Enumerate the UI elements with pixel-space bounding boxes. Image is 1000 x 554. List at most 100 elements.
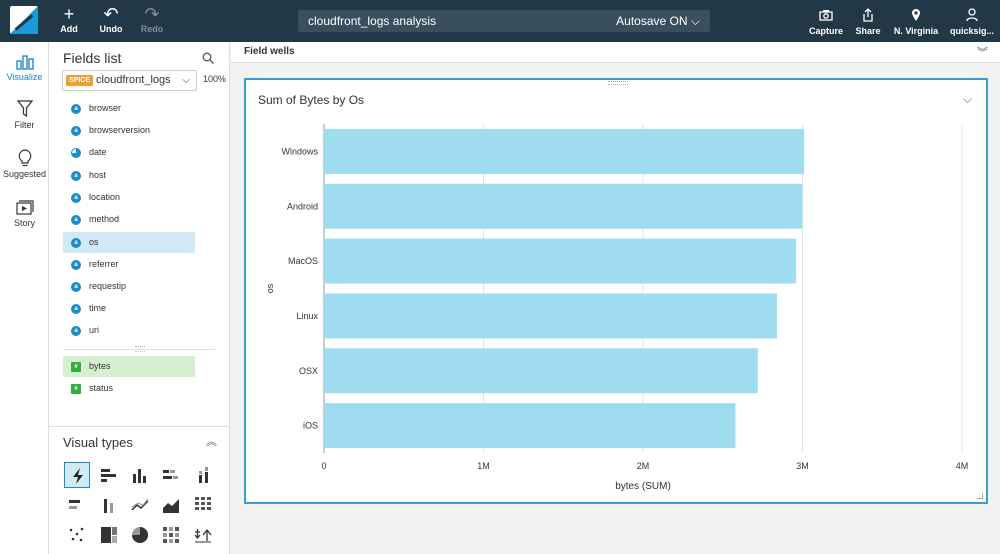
field-item-time[interactable]: a time [63,298,195,319]
string-type-icon: a [71,215,81,225]
field-item-os[interactable]: a os [63,232,195,253]
string-type-icon: a [71,260,81,270]
y-category-label: Android [287,201,318,211]
autograph-visual-icon[interactable] [64,462,90,488]
user-menu[interactable]: quicksig... [948,6,996,36]
bar-chart-icon [15,55,34,70]
y-category-label: iOS [303,421,318,431]
area-chart-visual-icon[interactable] [158,492,184,518]
kpi-visual-icon[interactable] [190,522,216,548]
search-icon[interactable] [202,52,214,64]
bar[interactable] [324,183,803,229]
fields-divider [63,349,215,350]
field-label: referrer [89,259,119,269]
horizontal-bar-visual-icon[interactable] [96,462,122,488]
pie-chart-visual-icon[interactable] [127,522,153,548]
left-rail: Visualize Filter Suggested Story [0,42,49,554]
add-button[interactable]: + Add [47,4,91,34]
analysis-title-bar[interactable]: cloudfront_logs analysis Autosave ON ⌵ [298,10,710,32]
tree-map-visual-icon[interactable] [96,522,122,548]
field-item-browser[interactable]: a browser [63,98,195,119]
y-axis-label: os [265,283,275,293]
visual-menu-chevron-icon[interactable]: ⌵ [962,92,972,106]
field-wells-bar[interactable]: Field wells ︾ [231,42,1000,63]
scatter-plot-visual-icon[interactable] [64,522,90,548]
dataset-name: cloudfront_logs [96,74,171,86]
analysis-title[interactable]: cloudfront_logs analysis [308,14,437,28]
undo-button[interactable]: ↶ Undo [89,4,133,34]
field-item-location[interactable]: a location [63,187,195,208]
rail-filter[interactable]: Filter [0,100,49,130]
clustered-bar-visual-icon[interactable] [64,492,90,518]
field-label: browserversion [89,125,151,135]
collapse-up-icon[interactable]: ︽ [206,436,217,448]
field-label: requestip [89,281,127,291]
field-item-host[interactable]: a host [63,165,195,186]
field-item-date[interactable]: date [63,142,195,163]
y-category-label: Windows [281,146,318,156]
lightbulb-icon [18,149,31,167]
bar[interactable] [324,128,805,174]
rail-suggested[interactable]: Suggested [0,149,49,179]
undo-icon: ↶ [103,4,119,24]
spice-percent: 100% [203,74,227,84]
drag-handle[interactable] [135,346,145,352]
x-tick-label: 2M [637,461,650,471]
bar[interactable] [324,348,758,394]
field-label: bytes [89,361,111,371]
vertical-bar-visual-icon[interactable] [127,462,153,488]
region-selector[interactable]: N. Virginia [893,6,939,36]
field-item-uri[interactable]: a uri [63,320,195,341]
top-bar: + Add ↶ Undo ↷ Redo cloudfront_logs anal… [0,0,1000,42]
visual-title[interactable]: Sum of Bytes by Os [258,93,365,107]
location-pin-icon [912,9,920,21]
bar[interactable] [324,293,777,339]
measure-type-icon: # [71,384,81,394]
clustered-column-visual-icon[interactable] [96,492,122,518]
field-label: method [89,214,120,224]
y-category-label: Linux [296,311,318,321]
field-label: browser [89,103,122,113]
visual-drag-handle[interactable] [608,81,628,85]
x-tick-label: 4M [956,461,969,471]
field-item-referrer[interactable]: a referrer [63,254,195,275]
autosave-toggle[interactable]: Autosave ON ⌵ [616,14,700,28]
share-button[interactable]: Share [853,6,883,36]
fields-list-title: Fields list [63,50,122,66]
rail-story[interactable]: Story [0,200,49,228]
expand-down-icon[interactable]: ︾ [977,47,988,59]
dataset-select[interactable]: SPICE cloudfront_logs ⌵ [62,70,197,91]
string-type-icon: a [71,126,81,136]
quicksight-logo[interactable] [10,6,38,34]
stacked-column-visual-icon[interactable] [190,462,216,488]
story-icon [15,200,34,215]
capture-button[interactable]: Capture [808,6,844,36]
string-type-icon: a [71,282,81,292]
field-item-browserversion[interactable]: a browserversion [63,120,195,141]
filter-icon [16,100,33,118]
string-type-icon: a [71,171,81,181]
field-item-status[interactable]: # status [63,378,195,399]
chevron-down-icon: ⌵ [690,14,700,28]
field-label: time [89,303,107,313]
redo-button[interactable]: ↷ Redo [130,4,174,34]
pivot-table-visual-icon[interactable] [190,492,216,518]
string-type-icon: a [71,304,81,314]
field-label: date [89,147,107,157]
heat-map-visual-icon[interactable] [158,522,184,548]
x-tick-label: 0 [321,461,326,471]
field-wells-label: Field wells [244,46,295,57]
field-item-method[interactable]: a method [63,209,195,230]
bar[interactable] [324,238,797,284]
visual-card[interactable]: Sum of Bytes by Os ⌵ 0 1M 2M 3M 4M Windows And… [244,78,988,504]
field-item-bytes[interactable]: # bytes [63,356,195,377]
x-tick-label: 3M [796,461,809,471]
string-type-icon: a [71,104,81,114]
bar[interactable] [324,403,736,449]
field-item-requestip[interactable]: a requestip [63,276,195,297]
line-chart-visual-icon[interactable] [127,492,153,518]
rail-visualize[interactable]: Visualize [0,54,49,82]
y-category-label: MacOS [288,256,318,266]
stacked-bar-visual-icon[interactable] [158,462,184,488]
resize-handle[interactable] [977,493,983,499]
